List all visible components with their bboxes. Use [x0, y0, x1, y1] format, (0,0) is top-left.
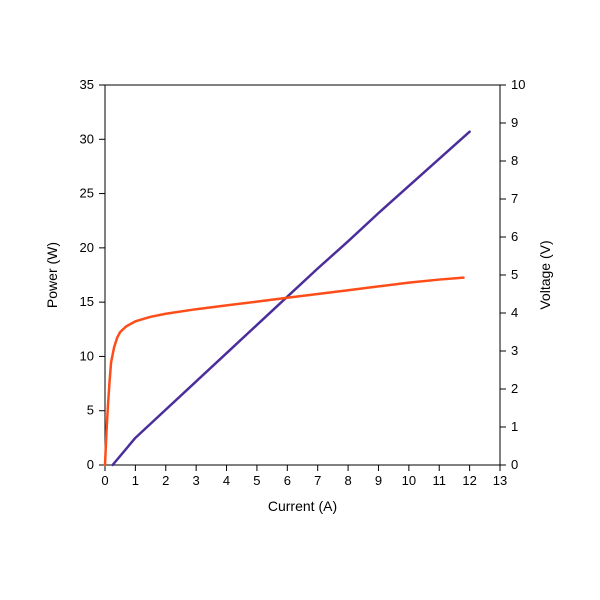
x-tick-label: 10: [402, 473, 416, 488]
y-right-tick-label: 10: [511, 77, 525, 92]
x-tick-label: 11: [432, 473, 446, 488]
y-left-tick-label: 30: [80, 131, 94, 146]
y-right-tick-label: 8: [511, 153, 518, 168]
y-left-tick-label: 15: [80, 294, 94, 309]
x-tick-label: 9: [375, 473, 382, 488]
y-right-axis-label: Voltage (V): [537, 240, 553, 309]
y-right-tick-label: 4: [511, 305, 518, 320]
x-tick-label: 8: [344, 473, 351, 488]
x-axis-label: Current (A): [268, 498, 337, 514]
y-right-tick-label: 6: [511, 229, 518, 244]
x-tick-label: 1: [132, 473, 139, 488]
y-left-tick-label: 20: [80, 240, 94, 255]
x-tick-label: 5: [253, 473, 260, 488]
x-tick-label: 4: [223, 473, 230, 488]
chart-svg: 012345678910111213Current (A)05101520253…: [0, 0, 600, 600]
y-right-tick-label: 7: [511, 191, 518, 206]
y-left-tick-label: 0: [87, 457, 94, 472]
y-right-tick-label: 3: [511, 343, 518, 358]
y-left-tick-label: 25: [80, 186, 94, 201]
y-right-tick-label: 0: [511, 457, 518, 472]
y-left-axis-label: Power (W): [44, 242, 60, 308]
y-right-tick-label: 9: [511, 115, 518, 130]
y-right-tick-label: 2: [511, 381, 518, 396]
x-tick-label: 3: [193, 473, 200, 488]
x-tick-label: 2: [162, 473, 169, 488]
y-left-tick-label: 5: [87, 403, 94, 418]
x-tick-label: 0: [101, 473, 108, 488]
y-left-tick-label: 35: [80, 77, 94, 92]
y-left-tick-label: 10: [80, 348, 94, 363]
x-tick-label: 12: [462, 473, 476, 488]
x-tick-label: 7: [314, 473, 321, 488]
x-tick-label: 13: [493, 473, 507, 488]
y-right-tick-label: 1: [511, 419, 518, 434]
y-right-tick-label: 5: [511, 267, 518, 282]
dual-axis-line-chart: 012345678910111213Current (A)05101520253…: [0, 0, 600, 600]
x-tick-label: 6: [284, 473, 291, 488]
